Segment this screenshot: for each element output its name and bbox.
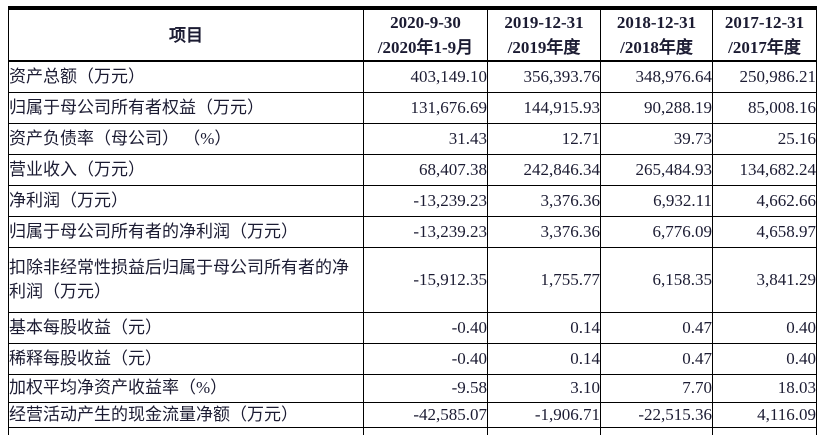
row-label: 归属于母公司所有者的净利润（万元） — [8, 215, 364, 248]
table-row-operating-cash-flow: 经营活动产生的现金流量净额（万元） -42,585.07 -1,906.71 -… — [8, 401, 817, 428]
table-row-total-assets: 资产总额（万元） 403,149.10 356,393.76 348,976.6… — [8, 60, 817, 93]
cell-value: 3,376.36 — [487, 215, 601, 248]
period-range: /2018年度 — [620, 38, 693, 57]
row-label: 加权平均净资产收益率（%） — [8, 373, 364, 403]
cell-value: 4,116.09 — [712, 401, 817, 428]
period-date: 2019-12-31 — [504, 13, 584, 32]
row-label: 经营活动产生的现金流量净额（万元） — [8, 401, 364, 428]
cell-value: 242,846.34 — [487, 153, 601, 186]
column-header-2020: 2020-9-30 /2020年1-9月 — [363, 6, 488, 62]
cell-value: 1,755.77 — [487, 246, 601, 313]
column-header-2018: 2018-12-31 /2018年度 — [600, 6, 713, 62]
cell-value: 4,658.97 — [712, 215, 817, 248]
cell-value: 0.40 — [712, 342, 817, 375]
cell-value: 3.10 — [487, 373, 601, 403]
financial-summary-table: 项目 2020-9-30 /2020年1-9月 2019-12-31 /2019… — [8, 6, 817, 435]
cell-value: -42,585.07 — [363, 401, 488, 428]
cell-value: 0.14 — [487, 311, 601, 344]
cell-value: 85,008.16 — [712, 91, 817, 124]
cell-value: 0.47 — [600, 311, 713, 344]
row-label: 营业收入（万元） — [8, 153, 364, 186]
cell-value: 90,288.19 — [600, 91, 713, 124]
cell-value: 6,158.35 — [600, 246, 713, 313]
cell-value: -15,912.35 — [363, 246, 488, 313]
cell-value: -9.58 — [363, 373, 488, 403]
row-label: 资产负债率（母公司） （%） — [8, 122, 364, 155]
cell-value: 403,149.10 — [363, 60, 488, 93]
cell-value: 7.70 — [600, 373, 713, 403]
cell-value: 348,976.64 — [600, 60, 713, 93]
cell-value: 0.40 — [712, 311, 817, 344]
cell-value: -0.40 — [363, 342, 488, 375]
cell-value: 3,841.29 — [712, 246, 817, 313]
cell-value: -13,239.23 — [363, 184, 488, 217]
cell-value: 0.47 — [600, 342, 713, 375]
cell-value: 144,915.93 — [487, 91, 601, 124]
row-label: 资产总额（万元） — [8, 60, 364, 93]
column-header-2017: 2017-12-31 /2017年度 — [712, 6, 817, 62]
cell-value: 4,662.66 — [712, 184, 817, 217]
period-date: 2018-12-31 — [616, 13, 697, 32]
cell-value: -22,515.36 — [600, 401, 713, 428]
row-label: 扣除非经常性损益后归属于母公司所有者的净利润（万元） — [8, 246, 364, 313]
cell-value: -0.40 — [363, 311, 488, 344]
cell-value: -1,906.71 — [487, 401, 601, 428]
row-label: 净利润（万元） — [8, 184, 364, 217]
cell-value: 6,776.09 — [600, 215, 713, 248]
period-date: 2020-9-30 — [390, 13, 461, 32]
table-row-partial-clipped — [8, 426, 817, 435]
cell-value: -13,239.23 — [363, 215, 488, 248]
row-label: 稀释每股收益（元） — [8, 342, 364, 375]
period-range: /2020年1-9月 — [377, 38, 474, 57]
table-row-debt-ratio: 资产负债率（母公司） （%） 31.43 12.71 39.73 25.16 — [8, 122, 817, 155]
period-range: /2017年度 — [728, 38, 801, 57]
financial-summary-section: 项目 2020-9-30 /2020年1-9月 2019-12-31 /2019… — [8, 6, 817, 435]
period-range: /2019年度 — [507, 38, 581, 57]
table-row-revenue: 营业收入（万元） 68,407.38 242,846.34 265,484.93… — [8, 153, 817, 186]
cell-value: 265,484.93 — [600, 153, 713, 186]
cell-value: 3,376.36 — [487, 184, 601, 217]
table-row-weighted-roe: 加权平均净资产收益率（%） -9.58 3.10 7.70 18.03 — [8, 373, 817, 403]
period-date: 2017-12-31 — [724, 13, 805, 32]
cell-value: 31.43 — [363, 122, 488, 155]
table-row-net-profit: 净利润（万元） -13,239.23 3,376.36 6,932.11 4,6… — [8, 184, 817, 217]
cell-value: 39.73 — [600, 122, 713, 155]
table-row-diluted-eps: 稀释每股收益（元） -0.40 0.14 0.47 0.40 — [8, 342, 817, 375]
item-column-header: 项目 — [8, 6, 364, 62]
cell-value: 12.71 — [487, 122, 601, 155]
cell-value: 18.03 — [712, 373, 817, 403]
cell-value: 134,682.24 — [712, 153, 817, 186]
cell-value: 131,676.69 — [363, 91, 488, 124]
column-header-2019: 2019-12-31 /2019年度 — [487, 6, 601, 62]
cell-value: 356,393.76 — [487, 60, 601, 93]
table-row-parent-net-profit: 归属于母公司所有者的净利润（万元） -13,239.23 3,376.36 6,… — [8, 215, 817, 248]
table-row-parent-equity: 归属于母公司所有者权益（万元） 131,676.69 144,915.93 90… — [8, 91, 817, 124]
table-row-basic-eps: 基本每股收益（元） -0.40 0.14 0.47 0.40 — [8, 311, 817, 344]
table-row-deducted-net-profit: 扣除非经常性损益后归属于母公司所有者的净利润（万元） -15,912.35 1,… — [8, 246, 817, 313]
cell-value: 68,407.38 — [363, 153, 488, 186]
row-label: 归属于母公司所有者权益（万元） — [8, 91, 364, 124]
row-label: 基本每股收益（元） — [8, 311, 364, 344]
cell-value: 0.14 — [487, 342, 601, 375]
cell-value: 6,932.11 — [600, 184, 713, 217]
cell-value: 25.16 — [712, 122, 817, 155]
cell-value: 250,986.21 — [712, 60, 817, 93]
header-row: 项目 2020-9-30 /2020年1-9月 2019-12-31 /2019… — [8, 6, 817, 62]
